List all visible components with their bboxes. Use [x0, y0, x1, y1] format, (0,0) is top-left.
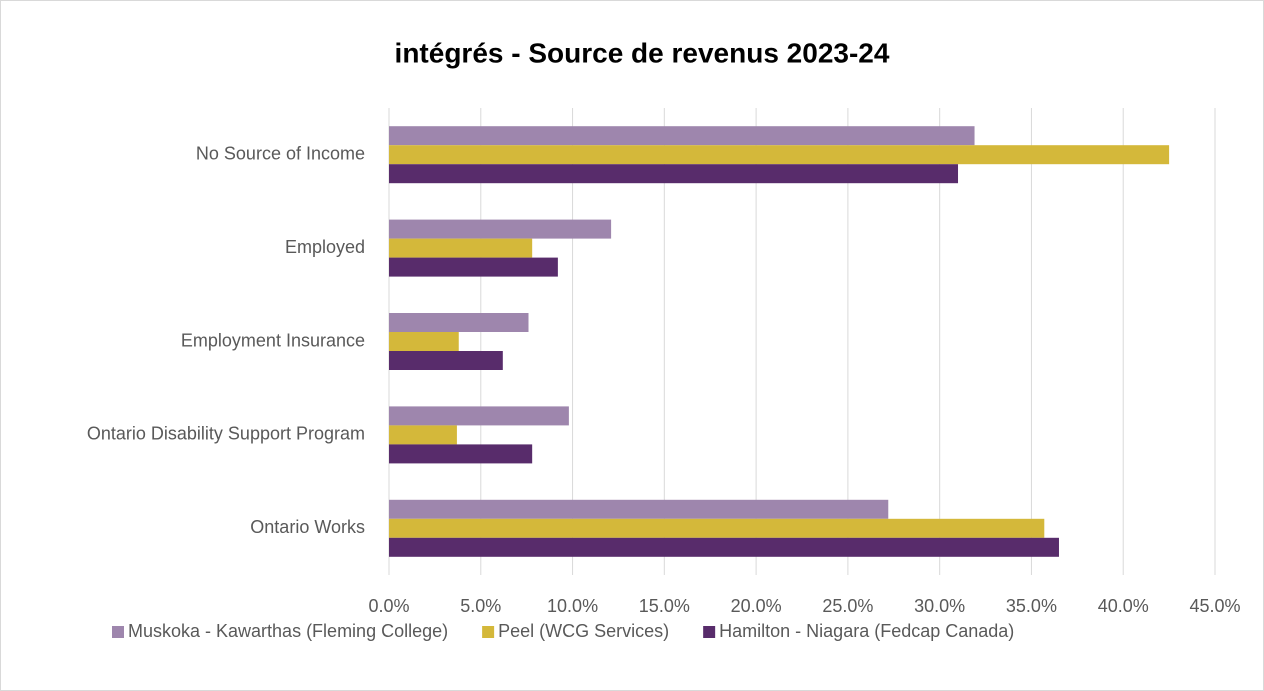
bar [389, 406, 569, 426]
chart-title: intégrés - Source de revenus 2023-24 [395, 37, 890, 68]
bar [389, 444, 533, 464]
x-tick-label: 10.0% [547, 596, 598, 616]
bar [389, 219, 612, 239]
x-tick-label: 45.0% [1189, 596, 1240, 616]
legend-label: Muskoka - Kawarthas (Fleming College) [128, 621, 448, 641]
x-tick-label: 30.0% [914, 596, 965, 616]
bar [389, 145, 1170, 165]
bar [389, 425, 457, 445]
bar [389, 518, 1045, 538]
bar [389, 238, 533, 258]
y-tick-label: Employment Insurance [181, 330, 365, 350]
x-tick-label: 40.0% [1098, 596, 1149, 616]
legend-swatch [703, 626, 716, 638]
bar [389, 537, 1059, 557]
x-tick-label: 15.0% [639, 596, 690, 616]
bar [389, 257, 558, 277]
bar [389, 164, 959, 184]
bar [389, 126, 975, 146]
bar [389, 332, 459, 351]
y-tick-label: Ontario Disability Support Program [87, 424, 365, 444]
bar [389, 499, 889, 519]
x-tick-label: 25.0% [822, 596, 873, 616]
x-tick-label: 0.0% [368, 596, 409, 616]
y-tick-label: No Source of Income [196, 143, 365, 163]
legend-swatch [482, 626, 495, 638]
x-tick-label: 5.0% [460, 596, 501, 616]
bar [389, 351, 503, 370]
bar [389, 313, 529, 332]
legend-label: Peel (WCG Services) [498, 621, 669, 641]
y-tick-label: Ontario Works [250, 517, 365, 537]
x-tick-label: 35.0% [1006, 596, 1057, 616]
x-tick-label: 20.0% [731, 596, 782, 616]
y-tick-label: Employed [285, 237, 365, 257]
legend-label: Hamilton - Niagara (Fedcap Canada) [719, 621, 1014, 641]
legend-swatch [112, 626, 124, 638]
